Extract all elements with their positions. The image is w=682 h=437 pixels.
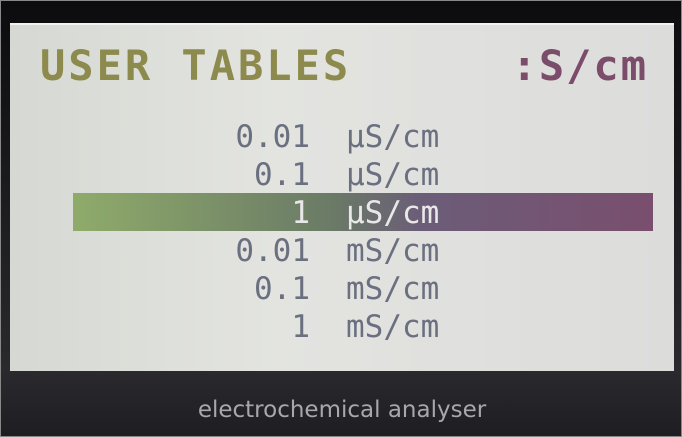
lcd-screen: USER TABLES :S/cm 0.01 µS/cm 0.1 µS/cm 1 µS/c… — [10, 23, 674, 371]
device-label: electrochemical analyser — [1, 397, 682, 423]
option-value: 1 — [291, 195, 310, 231]
option-value: 0.1 — [254, 157, 310, 193]
option[interactable]: 1 mS/cm — [10, 307, 674, 345]
device-frame: USER TABLES :S/cm 0.01 µS/cm 0.1 µS/cm 1 µS/c… — [0, 0, 682, 437]
title: USER TABLES — [40, 41, 351, 90]
option[interactable]: 0.1 mS/cm — [10, 269, 674, 307]
option[interactable]: 0.1 µS/cm — [10, 155, 674, 193]
page: {"screen": {"title": "USER TABLES", "uni… — [0, 0, 682, 437]
option-unit: mS/cm — [346, 309, 439, 345]
option-list: 0.01 µS/cm 0.1 µS/cm 1 µS/cm 0.01 mS/cm 0.1 mS/cm… — [10, 117, 674, 345]
option-unit: µS/cm — [346, 157, 439, 193]
unit-indicator: :S/cm — [512, 41, 648, 90]
option[interactable]: 0.01 mS/cm — [10, 231, 674, 269]
option-value: 0.01 — [235, 119, 310, 155]
option-value: 0.1 — [254, 271, 310, 307]
option-value: 1 — [291, 309, 310, 345]
option-unit: mS/cm — [346, 233, 439, 269]
option-unit: mS/cm — [346, 271, 439, 307]
option-unit: µS/cm — [346, 119, 439, 155]
option[interactable]: 0.01 µS/cm — [10, 117, 674, 155]
option-unit: µS/cm — [346, 195, 439, 231]
option-value: 0.01 — [235, 233, 310, 269]
selected-option[interactable]: 1 µS/cm — [10, 193, 674, 231]
